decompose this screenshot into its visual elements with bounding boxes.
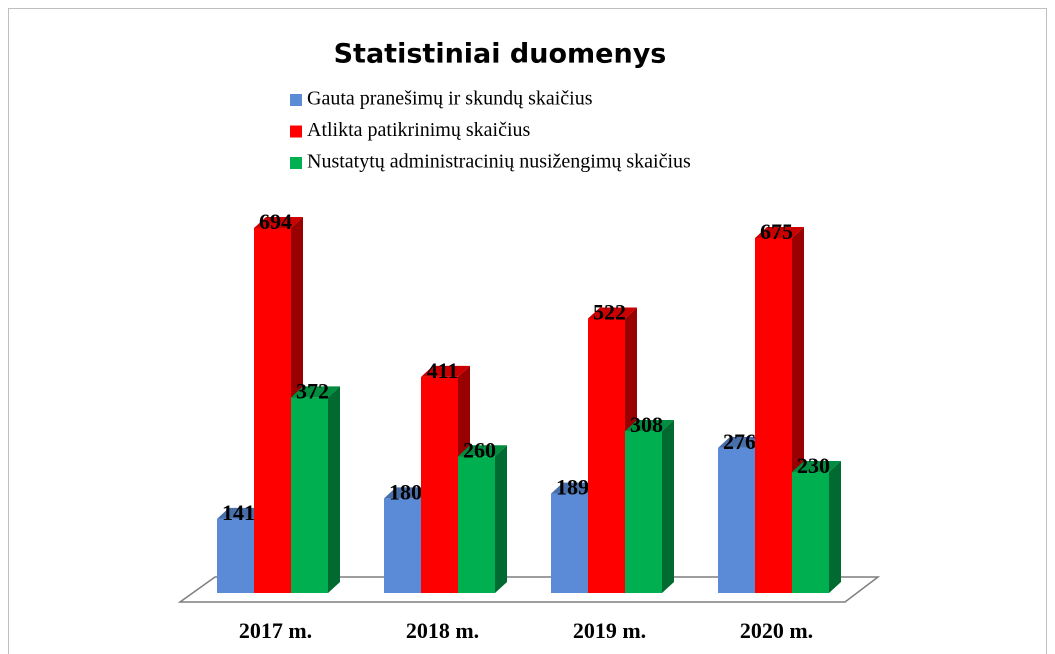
x-tick-label: 2020 m.	[740, 618, 813, 643]
bar	[254, 228, 291, 593]
legend-label: Gauta pranešimų ir skundų skaičius	[307, 88, 593, 110]
bar-side	[662, 420, 674, 593]
bar-top	[421, 365, 470, 377]
bar-side	[829, 461, 841, 593]
data-label: 230	[797, 453, 830, 478]
x-tick-label: 2019 m.	[573, 618, 646, 643]
bar-side	[328, 386, 340, 593]
bar-top	[458, 445, 507, 457]
bar-top	[588, 307, 637, 319]
x-tick-label: 2018 m.	[406, 618, 479, 643]
data-label: 180	[389, 479, 422, 504]
chart-frame	[8, 8, 1047, 654]
legend-swatch	[290, 94, 302, 106]
floor	[177, 576, 881, 603]
bar	[625, 431, 662, 593]
bar	[421, 376, 458, 593]
legend-swatch	[290, 125, 302, 138]
data-label: 411	[427, 358, 459, 383]
data-label: 276	[723, 429, 756, 454]
bar	[384, 498, 421, 593]
bar	[792, 472, 829, 593]
legend-label: Atlikta patikrinimų skaičius	[307, 119, 531, 141]
bar-side	[495, 445, 507, 593]
bar-top	[755, 226, 804, 238]
bar-top	[291, 386, 340, 398]
bar	[217, 518, 254, 593]
bar-top	[718, 436, 767, 448]
bar	[718, 447, 755, 593]
bar-top	[384, 487, 433, 499]
data-label: 694	[259, 209, 292, 234]
bar	[755, 237, 792, 593]
data-label: 308	[630, 412, 663, 437]
bar-top	[254, 217, 303, 228]
data-label: 141	[222, 500, 255, 525]
bar-top	[217, 507, 266, 519]
bar	[291, 397, 328, 593]
data-label: 372	[296, 378, 329, 403]
bar-top	[792, 461, 841, 473]
data-label: 260	[463, 437, 496, 462]
data-label: 675	[760, 219, 793, 244]
bar	[551, 493, 588, 593]
data-label: 189	[556, 475, 589, 500]
bar	[458, 456, 495, 593]
legend-label: Nustatytų administracinių nusižengimų sk…	[307, 151, 691, 173]
bar-top	[551, 482, 600, 494]
bar-top	[625, 420, 674, 432]
legend-swatch	[290, 157, 302, 169]
chart-title: Statistiniai duomenys	[334, 39, 667, 70]
bar	[588, 318, 625, 593]
data-label: 522	[593, 300, 626, 325]
x-tick-label: 2017 m.	[239, 618, 312, 643]
